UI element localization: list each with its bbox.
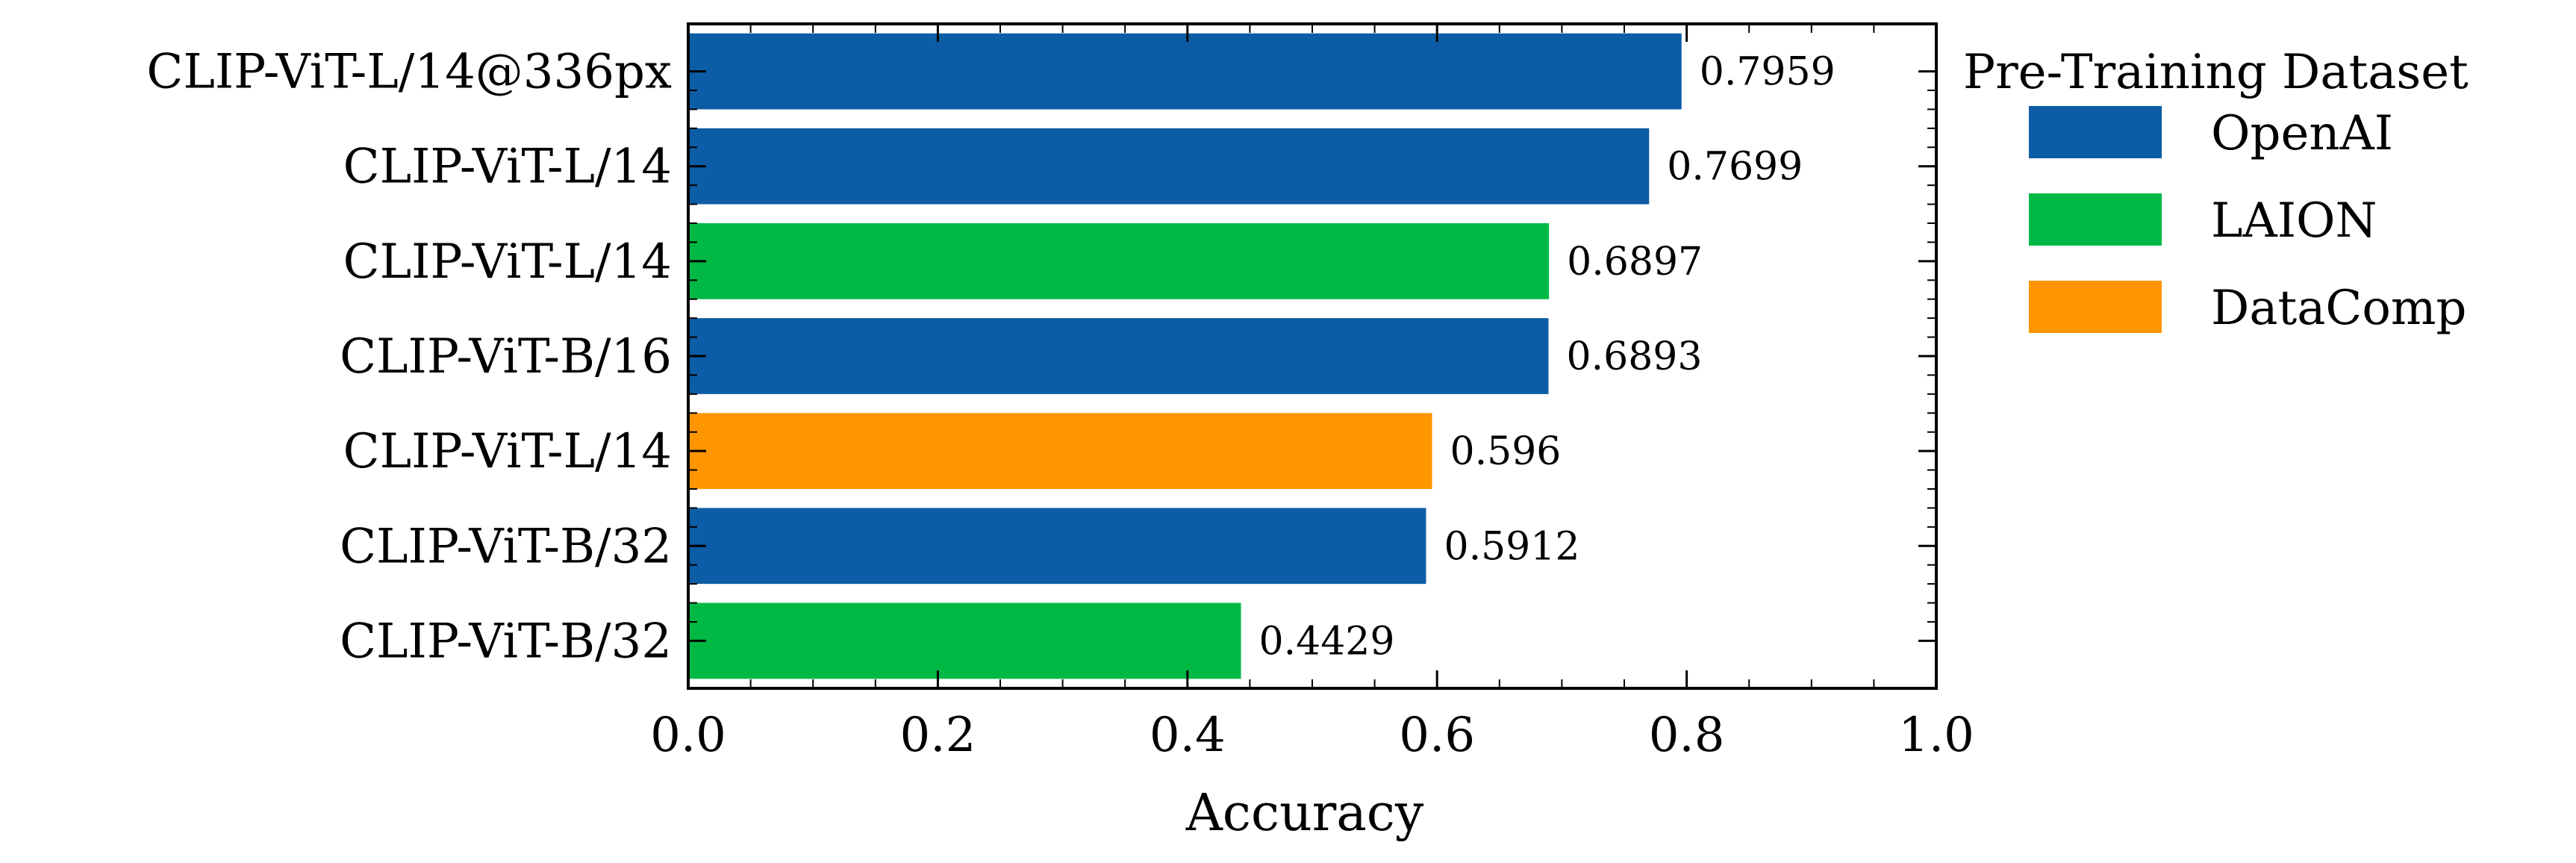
value-label: 0.6897 — [1567, 240, 1703, 284]
plot-frame — [687, 22, 1938, 690]
value-label: 0.6893 — [1567, 334, 1703, 379]
category-label: CLIP-ViT-L/14 — [343, 140, 672, 195]
legend: Pre-Training Dataset OpenAI LAION DataComp — [1963, 45, 2469, 336]
category-label: CLIP-ViT-B/32 — [340, 519, 672, 574]
legend-swatch — [2029, 281, 2162, 333]
category-label: CLIP-ViT-L/14 — [343, 424, 672, 479]
value-label: 0.5912 — [1444, 524, 1579, 569]
x-axis-title: Accuracy — [1185, 784, 1424, 843]
legend-swatch — [2029, 106, 2162, 158]
value-label: 0.7699 — [1667, 145, 1803, 190]
x-tick-label: 0.2 — [900, 708, 976, 763]
value-label: 0.7959 — [1700, 50, 1836, 95]
bar — [688, 602, 1241, 679]
legend-entries: OpenAI LAION DataComp — [2029, 106, 2467, 336]
x-tick-labels: 0.0 0.2 0.4 0.6 0.8 1.0 — [650, 708, 1974, 763]
value-labels: 0.7959 0.7699 0.6897 0.6893 0.596 0.5912 0.442… — [1259, 50, 1836, 664]
category-label: CLIP-ViT-L/14@336px — [146, 45, 672, 100]
legend-label: OpenAI — [2211, 106, 2393, 161]
value-label: 0.596 — [1450, 429, 1562, 474]
bar — [688, 508, 1426, 585]
bars-layer — [688, 33, 1682, 679]
category-label: CLIP-ViT-B/16 — [340, 329, 672, 384]
value-label: 0.4429 — [1259, 619, 1395, 664]
legend-label: DataComp — [2211, 281, 2467, 336]
x-tick-label: 1.0 — [1898, 708, 1974, 763]
x-tick-label: 0.0 — [650, 708, 726, 763]
legend-title: Pre-Training Dataset — [1963, 45, 2469, 100]
x-tick-label: 0.6 — [1399, 708, 1475, 763]
bar — [688, 33, 1682, 110]
category-labels: CLIP-ViT-L/14@336px CLIP-ViT-L/14 CLIP-ViT… — [146, 45, 672, 670]
bar — [688, 128, 1650, 205]
legend-label: LAION — [2211, 193, 2377, 249]
bar — [688, 413, 1432, 489]
bar — [688, 223, 1550, 299]
category-label: CLIP-ViT-L/14 — [343, 234, 672, 290]
legend-swatch — [2029, 193, 2162, 246]
x-tick-label: 0.4 — [1150, 708, 1226, 763]
category-label: CLIP-ViT-B/32 — [340, 614, 672, 669]
bar — [688, 318, 1549, 394]
x-tick-label: 0.8 — [1649, 708, 1725, 763]
